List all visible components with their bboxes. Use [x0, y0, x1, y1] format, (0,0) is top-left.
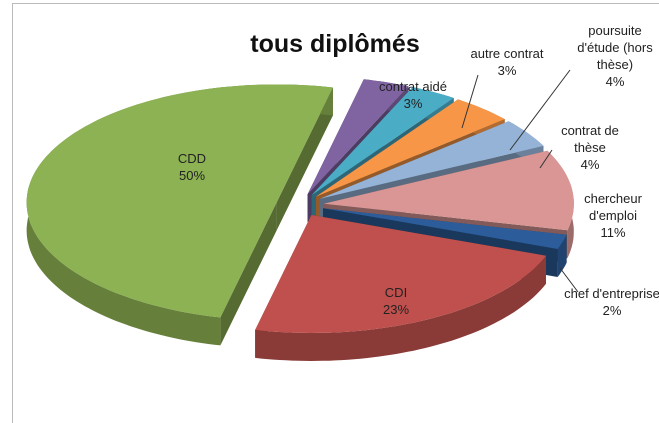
label-category: chef d'entreprise [564, 286, 659, 301]
label-category: contrat aidé [379, 79, 447, 94]
label-category: contrat de thèse [561, 123, 619, 155]
data-label: CDD 50% [162, 150, 222, 184]
data-label: chef d'entreprise 2% [557, 285, 659, 319]
data-label: CDI 23% [366, 284, 426, 318]
label-category: CDD [177, 151, 207, 166]
label-value: 4% [580, 157, 600, 172]
slice [26, 84, 333, 318]
leader-line [559, 267, 579, 293]
data-label: chercheur d'emploi 11% [568, 190, 658, 241]
chart-title: tous diplômés [250, 30, 420, 58]
data-label: poursuite d'étude (hors thèse) 4% [570, 22, 659, 90]
slice [316, 99, 505, 197]
label-value: 2% [602, 303, 622, 318]
slice [319, 121, 544, 199]
label-category: chercheur d'emploi [584, 191, 642, 223]
data-label: autre contrat 3% [452, 45, 562, 79]
leader-line [461, 74, 479, 129]
leader-line [509, 69, 571, 151]
data-label: contrat de thèse 4% [550, 122, 630, 173]
slice-wall [557, 234, 567, 277]
label-value: 4% [605, 74, 625, 89]
label-category: poursuite d'étude (hors thèse) [577, 23, 653, 72]
slice-side [276, 87, 333, 231]
label-value: 11% [600, 225, 626, 240]
slice-wall [255, 255, 546, 361]
data-label: contrat aidé 3% [368, 78, 458, 112]
label-value: 3% [497, 63, 517, 78]
slice [311, 87, 454, 196]
slice [323, 208, 567, 249]
label-category: autre contrat [470, 46, 544, 61]
label-value: 50% [178, 168, 206, 183]
slice [255, 215, 546, 333]
slice [323, 150, 574, 231]
leader-line [539, 149, 553, 169]
label-value: 3% [403, 96, 423, 111]
slice-side [220, 202, 277, 346]
label-value: 23% [382, 302, 410, 317]
slice [307, 79, 409, 195]
label-category: CDI [384, 285, 408, 300]
chart-frame [12, 3, 659, 423]
